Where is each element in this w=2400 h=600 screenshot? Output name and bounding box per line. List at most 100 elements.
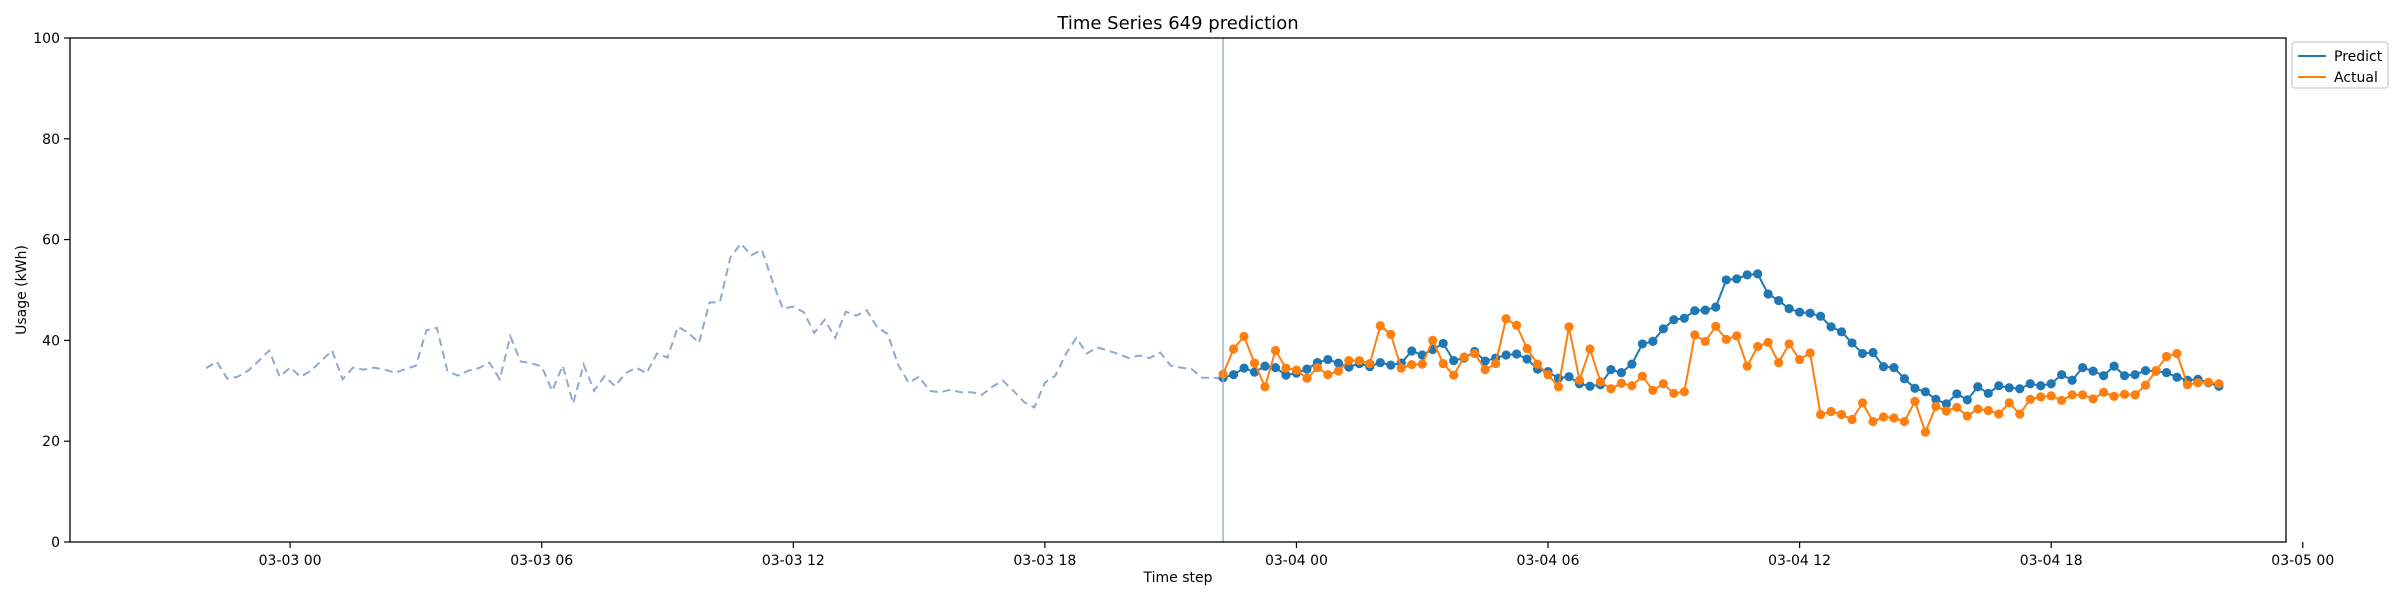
- actual-point: [2088, 394, 2098, 404]
- predict-point: [1511, 349, 1522, 359]
- predict-point: [1270, 363, 1281, 373]
- actual-point: [2025, 394, 2035, 404]
- predict-point: [1449, 355, 1459, 366]
- predict-point: [2025, 379, 2035, 389]
- actual-point: [1606, 384, 1616, 394]
- predict-point: [1763, 289, 1773, 299]
- actual-point: [1795, 354, 1805, 365]
- actual-point: [2067, 390, 2077, 400]
- actual-point: [2130, 390, 2140, 400]
- predict-point: [1606, 365, 1616, 375]
- predict-point: [1616, 368, 1627, 378]
- predict-point: [2004, 383, 2014, 393]
- actual-point: [1648, 385, 1658, 395]
- actual-point: [1878, 412, 1889, 422]
- actual-point: [2078, 390, 2088, 400]
- predict-point: [2130, 370, 2140, 380]
- actual-point: [1354, 355, 1364, 366]
- actual-point: [1344, 355, 1354, 366]
- actual-point: [1899, 416, 1910, 427]
- actual-point: [1323, 370, 1333, 380]
- x-tick-label: 03-04 06: [1517, 553, 1580, 569]
- series-layer: [1218, 269, 2224, 437]
- actual-series: [1218, 314, 2224, 437]
- actual-point: [2109, 391, 2119, 401]
- actual-point: [1281, 363, 1291, 373]
- y-tick-label: 100: [33, 31, 60, 47]
- predict-point: [1889, 363, 1899, 373]
- predict-point: [1732, 274, 1742, 284]
- predict-point: [1637, 339, 1647, 349]
- actual-point: [1459, 352, 1469, 362]
- actual-point: [2172, 348, 2182, 359]
- legend-actual-label: Actual: [2334, 70, 2378, 86]
- predict-point: [1899, 374, 1910, 384]
- predict-point: [1878, 362, 1889, 372]
- actual-point: [1239, 331, 1249, 341]
- actual-point: [1973, 404, 1983, 414]
- predict-point: [1344, 362, 1354, 372]
- actual-point: [1532, 359, 1543, 369]
- predict-point: [1920, 387, 1931, 397]
- legend-predict-label: Predict: [2334, 49, 2383, 65]
- predict-line: [1222, 272, 2220, 406]
- predict-point: [1690, 306, 1700, 316]
- actual-point: [1417, 359, 1427, 369]
- x-tick-label: 03-04 12: [1768, 553, 1831, 569]
- actual-point: [1847, 414, 1857, 425]
- actual-point: [1407, 359, 1417, 370]
- actual-point: [1815, 409, 1826, 420]
- predict-point: [1805, 308, 1815, 318]
- actual-point: [2214, 379, 2224, 389]
- actual-point: [1784, 339, 1794, 349]
- actual-point: [1941, 406, 1951, 416]
- actual-point: [1428, 335, 1438, 345]
- actual-point: [1396, 363, 1406, 373]
- predict-point: [2046, 379, 2056, 389]
- actual-point: [1742, 361, 1752, 371]
- actual-point: [1669, 388, 1679, 398]
- actual-point: [2119, 389, 2130, 399]
- y-tick-label: 0: [51, 535, 60, 551]
- actual-point: [1553, 382, 1564, 392]
- predict-point: [1983, 388, 1993, 398]
- actual-point: [1270, 345, 1281, 356]
- actual-point: [2057, 395, 2067, 405]
- predict-point: [2172, 372, 2182, 382]
- actual-point: [1637, 371, 1647, 381]
- actual-point: [1700, 336, 1710, 347]
- predict-series: [1218, 269, 2224, 409]
- actual-point: [1836, 409, 1847, 420]
- actual-point: [1595, 377, 1606, 387]
- predict-point: [1847, 338, 1857, 348]
- actual-point: [2036, 392, 2046, 402]
- predict-point: [1375, 357, 1385, 368]
- actual-point: [1774, 357, 1784, 368]
- x-tick-label: 03-03 12: [762, 553, 825, 569]
- y-tick-label: 60: [42, 233, 60, 249]
- predict-point: [1962, 395, 1972, 405]
- predict-point: [1836, 327, 1847, 337]
- predict-point: [2109, 361, 2119, 371]
- predict-point: [1795, 307, 1805, 317]
- predict-point: [2078, 363, 2088, 373]
- actual-point: [1889, 413, 1899, 423]
- actual-point: [2161, 351, 2172, 362]
- predict-point: [1973, 382, 1983, 392]
- predict-point: [1815, 311, 1826, 321]
- actual-point: [1627, 381, 1637, 391]
- predict-point: [1386, 360, 1396, 370]
- actual-point: [1732, 331, 1742, 341]
- actual-point: [1658, 379, 1668, 389]
- actual-point: [1543, 370, 1553, 380]
- predict-point: [1711, 302, 1721, 312]
- actual-point: [1826, 406, 1836, 417]
- actual-point: [1249, 358, 1260, 368]
- actual-point: [1375, 321, 1385, 331]
- predict-point: [1564, 372, 1574, 382]
- actual-point: [1386, 329, 1396, 339]
- predict-point: [2140, 366, 2151, 376]
- predict-point: [1239, 363, 1249, 373]
- actual-point: [1763, 337, 1773, 348]
